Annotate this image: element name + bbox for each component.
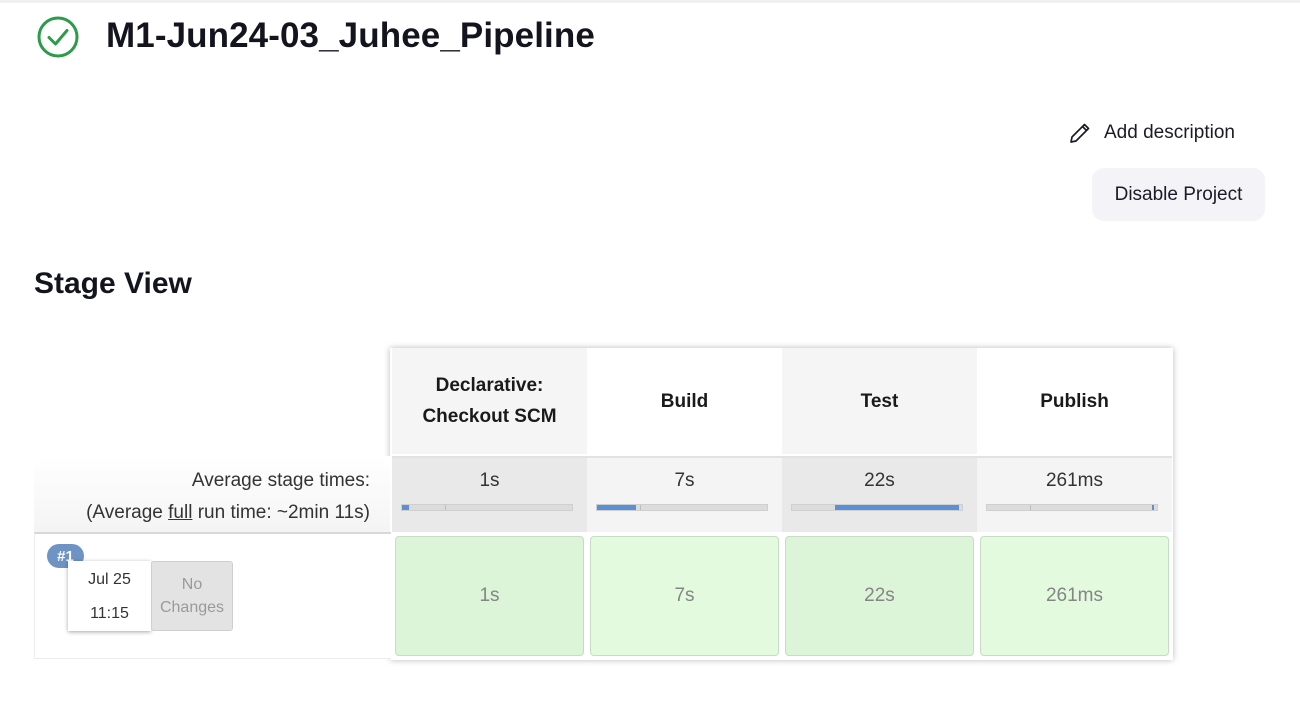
stage-average-bar-fill [834,505,959,510]
changes-line1: No [181,576,203,593]
stage-header-label: Test [860,390,899,412]
stage-average-time: 22s [864,470,895,491]
changes-box[interactable]: No Changes [151,561,233,631]
average-full-run-text: (Average full run time: ~2min 11s) [86,502,370,523]
build-date: Jul 25 [88,571,131,588]
stage-header-line2: Checkout SCM [422,406,557,427]
changes-line2: Changes [159,599,225,616]
check-circle-icon [37,16,79,58]
stage-header-label: Publish [1040,390,1109,412]
average-times-label: Average stage times: (Average full run t… [34,456,390,532]
stage-average-bar [401,504,573,511]
stage-average-test: 22s [782,456,977,532]
page-title: M1-Jun24-03_Juhee_Pipeline [106,16,595,55]
pencil-icon [1070,123,1090,143]
stage-result-checkout[interactable]: 1s [395,536,584,656]
add-description-link[interactable]: Add description [1068,117,1235,149]
build-time: 11:15 [90,605,129,622]
stage-average-bar-fill [402,505,409,510]
stage-header-checkout: Declarative: Checkout SCM [392,348,587,454]
stage-average-time: 7s [674,470,695,491]
average-stage-times-text: Average stage times: [191,470,370,491]
stage-average-bar [596,504,768,511]
stage-result-test[interactable]: 22s [785,536,974,656]
stage-result-publish[interactable]: 261ms [980,536,1169,656]
stage-average-bar-fill [1151,505,1154,510]
add-description-label: Add description [1104,122,1235,143]
stage-header-publish: Publish [977,348,1172,454]
stage-average-bar [986,504,1158,511]
stage-average-build: 7s [587,456,782,532]
stage-average-checkout: 1s [392,456,587,532]
disable-project-button[interactable]: Disable Project [1092,168,1265,221]
build-timestamp: Jul 25 11:15 [68,561,151,631]
stage-view-title: Stage View [34,267,192,300]
top-divider [0,0,1300,3]
stage-average-time: 261ms [1045,470,1104,491]
stage-header-test: Test [782,348,977,454]
stage-average-bar-fill [597,505,637,510]
stage-header-build: Build [587,348,782,454]
stage-header-line1: Declarative: [435,375,544,396]
stage-average-time: 1s [479,470,500,491]
full-run-link[interactable]: full [168,502,193,523]
stage-average-publish: 261ms [977,456,1172,532]
stage-result-build[interactable]: 7s [590,536,779,656]
stage-average-bar [791,504,963,511]
stage-header-label: Build [660,390,709,412]
